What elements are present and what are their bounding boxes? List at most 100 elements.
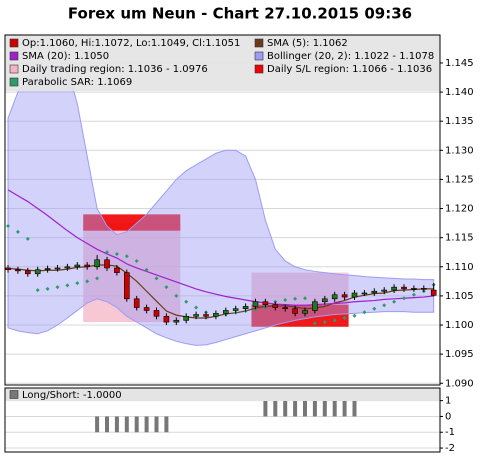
plot-border: [4, 34, 441, 386]
sar-dot: [283, 297, 288, 302]
legend-swatch: [9, 51, 19, 61]
legend-swatch: [254, 38, 264, 48]
candle-body: [381, 289, 388, 292]
candle-body: [282, 307, 289, 310]
candle-body: [173, 320, 180, 323]
candle-body: [54, 267, 61, 270]
y-tick-label: 1.090: [445, 378, 474, 389]
candle-body: [143, 307, 150, 311]
candle-body: [331, 294, 338, 300]
legend-swatch: [254, 64, 264, 74]
sar-dot: [342, 316, 347, 321]
sar-dot: [332, 318, 337, 323]
candle-body: [292, 308, 298, 314]
candle-body: [420, 288, 427, 290]
y-tick-label: 1.110: [445, 262, 474, 273]
candle-body: [252, 301, 259, 307]
sar-dot: [293, 296, 298, 301]
candle-body: [24, 270, 31, 275]
candle-body: [213, 313, 219, 317]
y-tick-label: 1.100: [445, 320, 474, 331]
candle-body: [124, 272, 130, 300]
bar: [164, 416, 169, 433]
candle-body: [321, 298, 328, 303]
sar-dot: [55, 285, 60, 290]
candle-body: [15, 269, 21, 272]
candle-body: [114, 267, 120, 273]
legend-label: SMA (20): 1.1050: [22, 51, 109, 62]
sar-dot: [352, 313, 357, 318]
candle-body: [401, 286, 407, 290]
sar-dot: [174, 293, 179, 298]
candle-body: [361, 292, 368, 295]
sar-dot: [392, 299, 397, 304]
candle-body: [411, 288, 417, 290]
candle-body: [262, 301, 269, 305]
y-tick-label: 1.135: [445, 116, 474, 127]
sar-dot: [154, 276, 159, 281]
bar: [312, 400, 317, 417]
legend-label: Long/Short: -1.0000: [22, 390, 122, 401]
sar-dot: [402, 296, 406, 301]
bar: [114, 416, 119, 433]
sar-dot: [372, 306, 377, 311]
sar-dot: [194, 305, 199, 310]
y-tick-label: 0: [445, 411, 451, 422]
bar: [263, 400, 268, 417]
legend-swatch: [9, 77, 19, 87]
sar-dot: [114, 251, 119, 256]
y-tick-label: 1.140: [445, 87, 474, 98]
sar-dot: [75, 281, 80, 286]
chart-title: Forex um Neun - Chart 27.10.2015 09:36: [68, 5, 412, 23]
sar-dot: [45, 286, 50, 291]
bar: [124, 416, 129, 433]
y-tick-label: 1.115: [445, 233, 474, 244]
sar-dot: [105, 250, 109, 255]
candle-body: [183, 315, 189, 321]
legend-swatch: [254, 51, 264, 61]
sar-dot: [312, 321, 317, 326]
sar-dot: [95, 276, 100, 281]
sar-dot: [253, 307, 258, 312]
candle-body: [5, 267, 11, 270]
bollinger-band: [7, 65, 435, 346]
sar-dot: [6, 224, 10, 229]
candle-body: [133, 298, 140, 308]
sar-dot: [382, 303, 387, 308]
candle-body: [74, 264, 81, 268]
legend-label: Daily S/L region: 1.1066 - 1.1036: [267, 64, 432, 75]
y-tick-label: 1.095: [445, 349, 474, 360]
candle-body: [153, 310, 160, 317]
legend-swatch: [9, 64, 19, 74]
trading-region: [83, 223, 181, 323]
legend-box: [5, 35, 440, 91]
bar: [332, 400, 337, 417]
legend-label: Bollinger (20, 2): 1.1022 - 1.1078: [267, 51, 434, 62]
y-tick-label: 1.120: [445, 204, 474, 215]
sar-dot: [85, 279, 90, 284]
trading-region: [251, 272, 349, 305]
legend-label: SMA (5): 1.1062: [267, 38, 348, 49]
bar: [322, 400, 327, 417]
bar: [134, 416, 139, 433]
indicator-line: [7, 264, 434, 319]
candle-body: [163, 315, 170, 323]
candle-body: [371, 290, 378, 294]
plot-area: [5, 35, 440, 385]
candle-body: [351, 292, 358, 298]
candle-body: [193, 314, 199, 317]
candle-body: [302, 310, 308, 314]
legend-label: Op:1.1060, Hi:1.1072, Lo:1.1049, Cl:1.10…: [22, 38, 240, 49]
sar-dot: [411, 292, 416, 297]
legend-box: [5, 388, 440, 401]
y-tick-label: 1: [445, 396, 451, 407]
candle-body: [94, 259, 100, 268]
sar-dot: [184, 299, 189, 304]
sar-dot: [35, 288, 40, 293]
indicator-line: [7, 189, 434, 306]
y-tick-label: 1.105: [445, 291, 474, 302]
candle-body: [391, 286, 397, 291]
candle-body: [232, 308, 239, 311]
sar-dot: [362, 310, 367, 315]
